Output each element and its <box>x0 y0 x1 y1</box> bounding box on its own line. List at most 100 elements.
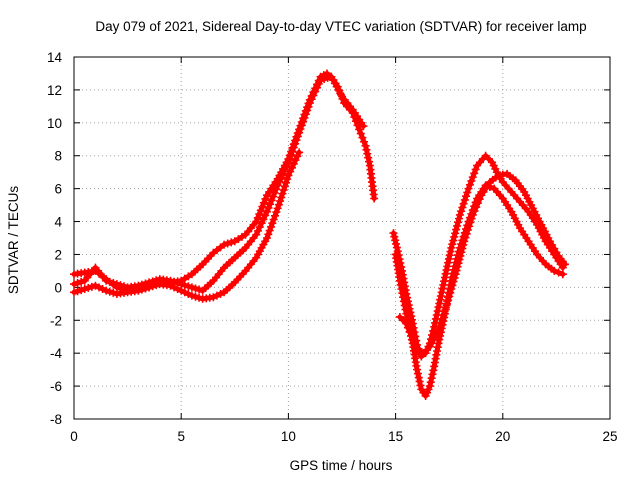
data-point <box>252 230 261 239</box>
data-point-fill <box>191 284 200 293</box>
data-point-fill <box>426 378 435 387</box>
data-point <box>402 309 411 318</box>
data-point-fill <box>441 269 450 278</box>
data-point-fill <box>258 202 267 211</box>
data-point <box>262 207 271 216</box>
data-point <box>102 276 111 285</box>
data-point-fill <box>95 283 104 292</box>
data-point <box>230 278 239 287</box>
data-point-fill <box>444 254 453 263</box>
data-point-fill <box>436 292 445 301</box>
data-point <box>498 178 507 187</box>
data-point-fill <box>292 136 301 145</box>
data-point-fill <box>279 169 288 178</box>
data-point-fill <box>396 280 405 289</box>
data-point-fill <box>465 222 474 231</box>
data-point <box>155 280 164 289</box>
data-point-fill <box>475 195 484 204</box>
data-point <box>355 125 364 134</box>
data-point-fill <box>429 366 438 375</box>
data-point <box>209 276 218 285</box>
data-point <box>198 286 207 295</box>
x-axis-label: GPS time / hours <box>290 458 393 473</box>
series-trace <box>397 171 568 356</box>
data-point-fill <box>397 285 406 294</box>
data-point <box>488 158 497 167</box>
data-point <box>230 253 239 262</box>
data-point <box>468 210 477 219</box>
data-point <box>262 234 271 242</box>
data-point <box>490 184 499 193</box>
y-tick-label: 12 <box>47 83 62 98</box>
data-point-fill <box>356 129 365 138</box>
data-marks <box>70 69 569 400</box>
data-point <box>91 263 100 272</box>
data-point-fill <box>255 210 264 219</box>
data-point-fill <box>359 137 368 146</box>
data-point-fill <box>84 283 93 292</box>
data-point <box>460 237 469 246</box>
data-point-fill <box>472 203 481 212</box>
data-point-fill <box>297 121 306 130</box>
data-point-fill <box>259 215 268 224</box>
data-point-fill <box>415 377 424 386</box>
data-point-fill <box>453 221 462 230</box>
data-point-fill <box>364 153 373 162</box>
data-point-fill <box>400 301 409 310</box>
data-point-fill <box>212 291 221 300</box>
data-point <box>112 289 121 298</box>
data-point-fill <box>461 233 470 242</box>
data-point-fill <box>399 297 408 306</box>
data-point-fill <box>445 292 454 301</box>
data-point-fill <box>470 169 479 178</box>
data-point-fill <box>77 286 86 295</box>
data-point-fill <box>468 173 477 182</box>
y-tick-label: -8 <box>50 412 62 427</box>
data-point <box>284 158 293 167</box>
data-point-fill <box>323 73 332 82</box>
data-point <box>209 248 218 257</box>
data-point <box>187 283 196 292</box>
data-point-fill <box>450 273 459 282</box>
data-point-fill <box>275 177 284 186</box>
data-point <box>70 280 78 289</box>
data-point-fill <box>444 296 453 305</box>
data-point <box>485 178 494 187</box>
data-point <box>359 122 368 131</box>
data-point-fill <box>227 238 236 247</box>
x-tick-label: 5 <box>177 429 185 444</box>
data-point-fill <box>391 236 400 245</box>
data-point-fill <box>399 293 408 302</box>
data-point-fill <box>261 211 270 220</box>
axis-ticks: 0 5 10 15 20 25 -8 -6 -4 -2 0 2 4 6 8 10 12 14 <box>47 50 618 444</box>
y-tick-label: 6 <box>54 182 62 197</box>
data-point <box>241 230 250 239</box>
data-point-fill <box>452 225 461 234</box>
data-point <box>550 266 559 275</box>
data-point-fill <box>137 285 146 294</box>
data-point-fill <box>447 285 456 294</box>
data-point-fill <box>462 192 471 201</box>
data-point-fill <box>320 74 329 83</box>
data-point <box>273 204 282 213</box>
y-tick-label: 0 <box>54 280 62 295</box>
data-point-fill <box>253 213 262 222</box>
data-point-fill <box>554 268 563 277</box>
data-point <box>537 220 546 229</box>
x-tick-label: 10 <box>281 429 296 444</box>
chart-title: Day 079 of 2021, Sidereal Day-to-day VTE… <box>95 19 586 34</box>
data-point-fill <box>450 232 459 241</box>
data-point <box>434 303 443 312</box>
data-point-fill <box>109 278 118 287</box>
data-point <box>481 151 490 160</box>
data-point-fill <box>289 143 298 152</box>
data-point-fill <box>442 266 451 275</box>
data-point <box>220 263 229 272</box>
plot-frame <box>73 56 611 420</box>
data-point-fill <box>264 203 273 212</box>
data-point <box>419 349 428 358</box>
data-point-fill <box>307 95 316 104</box>
data-point-fill <box>498 170 507 179</box>
data-point-fill <box>195 293 204 302</box>
data-point-fill <box>454 218 463 227</box>
